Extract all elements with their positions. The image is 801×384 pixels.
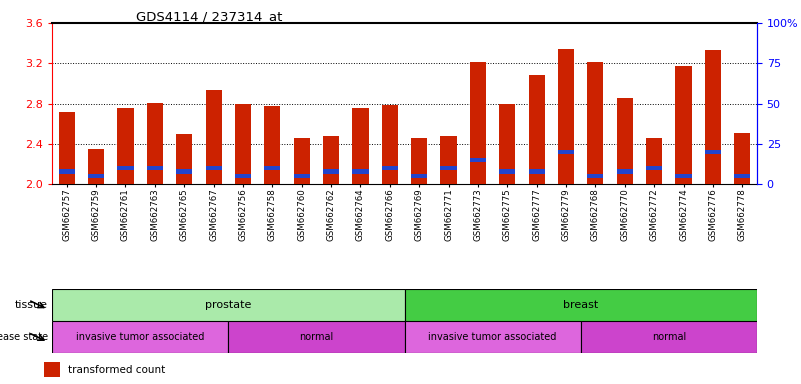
Bar — [705, 50, 721, 184]
Bar — [646, 138, 662, 184]
Bar — [529, 169, 545, 174]
Bar — [228, 321, 405, 353]
Bar — [470, 158, 486, 162]
Bar — [206, 166, 222, 170]
Bar — [235, 104, 251, 184]
Bar — [405, 289, 757, 321]
Bar — [88, 149, 104, 184]
Bar — [294, 174, 310, 179]
Text: invasive tumor associated: invasive tumor associated — [429, 332, 557, 343]
Bar — [88, 174, 104, 179]
Bar — [52, 321, 228, 353]
Bar — [264, 106, 280, 184]
Text: breast: breast — [563, 300, 598, 310]
Bar — [617, 169, 633, 174]
Bar — [581, 321, 757, 353]
Bar — [382, 105, 398, 184]
Bar — [352, 108, 368, 184]
Bar — [735, 174, 751, 179]
Bar — [441, 136, 457, 184]
Bar — [52, 289, 405, 321]
Bar — [587, 62, 603, 184]
Bar — [675, 66, 691, 184]
Bar — [264, 166, 280, 170]
Bar — [176, 169, 192, 174]
Bar — [441, 166, 457, 170]
Bar — [235, 174, 251, 179]
Bar — [587, 174, 603, 179]
Text: disease state: disease state — [0, 332, 48, 343]
Bar — [411, 138, 427, 184]
Bar — [58, 112, 74, 184]
Bar — [499, 104, 515, 184]
Bar — [470, 62, 486, 184]
Bar — [147, 166, 163, 170]
Text: transformed count: transformed count — [68, 364, 165, 375]
Bar — [176, 134, 192, 184]
Bar — [617, 98, 633, 184]
Bar — [382, 166, 398, 170]
Bar — [352, 169, 368, 174]
Bar — [499, 169, 515, 174]
Text: prostate: prostate — [205, 300, 252, 310]
Bar — [705, 150, 721, 154]
Bar — [147, 103, 163, 184]
Text: tissue: tissue — [15, 300, 48, 310]
Bar — [646, 166, 662, 170]
Bar — [529, 76, 545, 184]
Text: GDS4114 / 237314_at: GDS4114 / 237314_at — [136, 10, 283, 23]
Bar — [675, 174, 691, 179]
Text: normal: normal — [300, 332, 333, 343]
Bar — [58, 169, 74, 174]
Text: normal: normal — [652, 332, 686, 343]
Bar — [118, 166, 134, 170]
Bar — [405, 321, 581, 353]
Bar — [323, 169, 339, 174]
Bar — [44, 362, 60, 377]
Bar — [411, 174, 427, 179]
Bar — [206, 89, 222, 184]
Bar — [294, 138, 310, 184]
Bar — [558, 150, 574, 154]
Bar — [118, 108, 134, 184]
Bar — [558, 49, 574, 184]
Bar — [735, 133, 751, 184]
Text: invasive tumor associated: invasive tumor associated — [76, 332, 204, 343]
Bar — [323, 136, 339, 184]
